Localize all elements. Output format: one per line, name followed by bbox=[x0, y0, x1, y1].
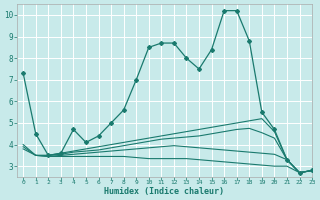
X-axis label: Humidex (Indice chaleur): Humidex (Indice chaleur) bbox=[105, 187, 225, 196]
